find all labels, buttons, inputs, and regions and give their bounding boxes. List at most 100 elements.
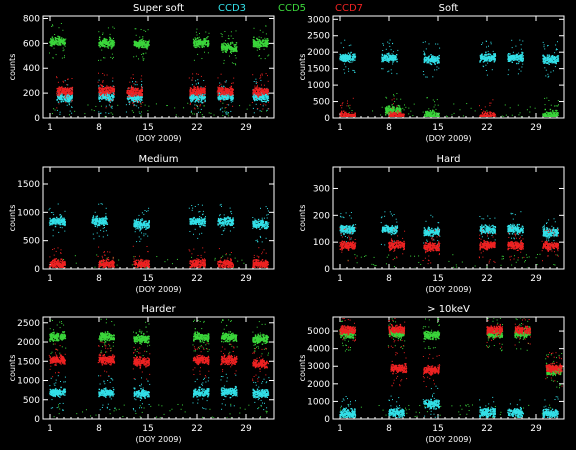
scatter-point xyxy=(234,55,236,56)
scatter-point xyxy=(198,46,201,48)
scatter-point xyxy=(265,98,267,100)
scatter-point xyxy=(219,94,222,96)
scatter-point xyxy=(518,61,520,63)
scatter-point xyxy=(103,42,106,44)
scatter-point xyxy=(351,116,353,117)
scatter-point xyxy=(509,107,511,109)
scatter-point xyxy=(389,109,391,111)
scatter-point xyxy=(132,90,134,93)
scatter-point xyxy=(196,94,199,96)
scatter-point xyxy=(544,108,546,111)
scatter-point xyxy=(109,87,112,89)
scatter-point xyxy=(396,116,399,117)
scatter-point xyxy=(98,96,100,98)
scatter-point xyxy=(344,39,346,41)
scatter-point xyxy=(339,58,341,60)
scatter-point xyxy=(191,79,193,81)
scatter-point xyxy=(490,119,491,120)
scatter-point xyxy=(204,38,206,40)
scatter-point xyxy=(437,56,439,58)
scatter-point xyxy=(106,257,108,259)
scatter-point xyxy=(521,58,523,60)
scatter-point xyxy=(485,114,488,117)
scatter-point xyxy=(197,97,200,99)
scatter-point xyxy=(391,120,392,121)
scatter-point xyxy=(354,116,356,117)
scatter-point xyxy=(386,56,389,58)
scatter-point xyxy=(346,124,347,125)
scatter-point xyxy=(71,96,73,98)
scatter-point xyxy=(226,97,228,100)
scatter-point xyxy=(226,104,228,106)
scatter-point xyxy=(63,96,65,99)
scatter-point xyxy=(548,58,550,60)
scatter-point xyxy=(340,42,342,44)
scatter-point xyxy=(256,97,258,100)
scatter-point xyxy=(135,41,138,43)
scatter-point xyxy=(259,94,261,96)
scatter-point xyxy=(397,115,399,117)
scatter-point xyxy=(425,112,427,114)
scatter-point xyxy=(141,92,143,95)
scatter-point xyxy=(54,34,56,35)
scatter-point xyxy=(265,33,267,35)
scatter-point xyxy=(107,87,109,89)
scatter-point xyxy=(255,94,257,96)
scatter-point xyxy=(140,90,142,92)
scatter-point xyxy=(227,98,229,100)
scatter-point xyxy=(203,90,204,92)
scatter-point xyxy=(430,60,432,62)
scatter-point xyxy=(142,43,145,45)
scatter-point xyxy=(384,56,386,59)
scatter-point xyxy=(263,91,265,93)
scatter-point xyxy=(102,80,104,82)
scatter-point xyxy=(486,56,488,59)
scatter-point xyxy=(207,40,210,42)
scatter-point xyxy=(253,93,256,95)
scatter-point xyxy=(551,55,553,57)
scatter-point xyxy=(260,96,263,99)
scatter-point xyxy=(422,41,424,43)
scatter-point xyxy=(555,114,557,116)
scatter-point xyxy=(137,94,139,97)
scatter-point xyxy=(234,49,236,51)
scatter-point xyxy=(548,63,550,65)
scatter-point xyxy=(488,114,490,116)
scatter-point xyxy=(195,90,197,93)
scatter-point xyxy=(542,41,544,43)
scatter-point xyxy=(54,37,56,39)
scatter-point xyxy=(135,96,138,99)
scatter-point xyxy=(133,104,135,106)
scatter-point xyxy=(102,34,104,35)
scatter-point xyxy=(481,111,484,114)
scatter-point xyxy=(348,112,350,114)
scatter-point xyxy=(352,53,354,55)
scatter-point xyxy=(438,61,440,63)
scatter-point xyxy=(110,42,112,44)
scatter-point xyxy=(243,262,245,264)
scatter-point xyxy=(548,116,551,117)
scatter-point xyxy=(486,57,489,60)
scatter-point xyxy=(345,66,347,68)
scatter-point xyxy=(134,43,136,45)
scatter-point xyxy=(193,90,196,92)
scatter-point xyxy=(508,57,510,60)
scatter-point xyxy=(392,120,393,121)
scatter-point xyxy=(139,101,142,103)
scatter-point xyxy=(549,61,551,63)
scatter-point xyxy=(401,113,403,116)
data-points xyxy=(48,203,270,268)
scatter-point xyxy=(545,75,547,77)
scatter-point xyxy=(488,59,491,62)
scatter-point xyxy=(130,98,132,99)
scatter-point xyxy=(255,88,258,91)
scatter-point xyxy=(394,55,397,57)
scatter-point xyxy=(143,46,145,49)
scatter-point xyxy=(425,76,427,78)
scatter-point xyxy=(429,59,431,61)
scatter-point xyxy=(201,114,203,116)
scatter-point xyxy=(485,56,487,58)
scatter-point xyxy=(102,42,105,44)
scatter-point xyxy=(429,63,432,65)
scatter-point xyxy=(188,77,190,79)
